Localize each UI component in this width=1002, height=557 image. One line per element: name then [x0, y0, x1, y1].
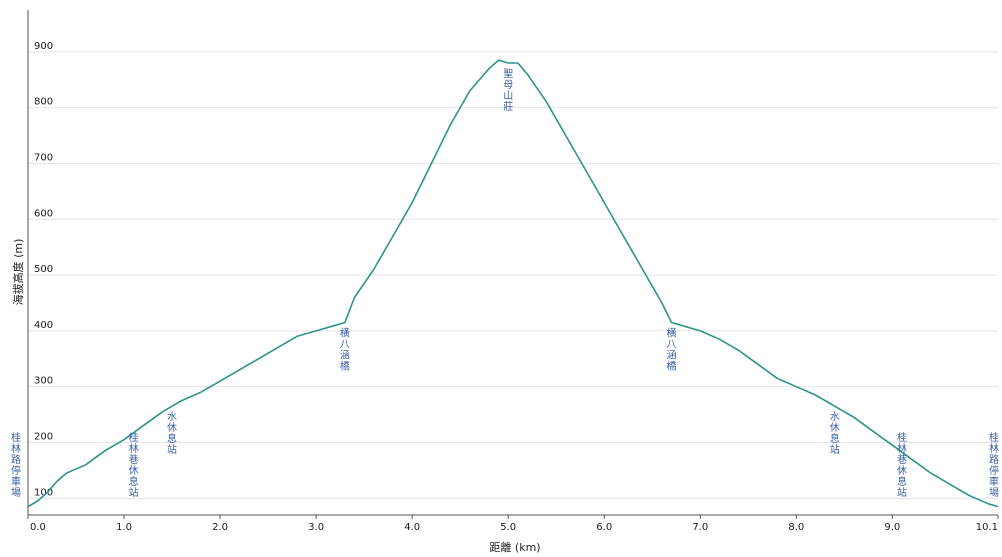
- waypoint-annotation: 水休息站: [167, 411, 177, 456]
- gridlines: [28, 51, 998, 499]
- y-tick-label: 300: [34, 376, 53, 387]
- x-tick-label: 7.0: [692, 522, 708, 533]
- waypoint-annotation: 橫八涵橋: [666, 326, 676, 372]
- waypoint-annotation: 桂林巷休息站: [129, 431, 139, 499]
- y-tick-label: 900: [34, 41, 53, 52]
- y-tick-label: 800: [34, 97, 53, 108]
- y-tick-label: 200: [34, 431, 53, 442]
- x-tick-label: 6.0: [596, 522, 612, 533]
- waypoint-annotation: 桂林路停車場: [989, 431, 999, 499]
- elevation-line: [27, 59, 999, 508]
- y-axis-label: 海拔高度 (m): [11, 239, 25, 306]
- y-tick-label: 400: [34, 320, 53, 331]
- y-tick-label: 100: [34, 487, 53, 498]
- x-tick-label: 9.0: [884, 522, 900, 533]
- waypoint-annotation: 橫八涵橋: [340, 326, 350, 372]
- y-tick-label: 600: [34, 208, 53, 219]
- x-axis-label: 距離 (km): [489, 540, 540, 554]
- waypoint-annotation: 桂林巷休息站: [897, 431, 907, 499]
- axes: [27, 10, 999, 519]
- y-tick-label: 500: [34, 264, 53, 275]
- x-tick-label: 10.1: [976, 522, 998, 533]
- elevation-series: [27, 59, 999, 508]
- waypoint-annotation: 水休息站: [830, 411, 840, 456]
- x-tick-label: 5.0: [500, 522, 516, 533]
- x-tick-label: 2.0: [212, 522, 228, 533]
- x-tick-label: 8.0: [788, 522, 804, 533]
- x-tick-label: 0.0: [30, 522, 46, 533]
- x-tick-labels: 0.0 1.0 2.0 3.0 4.0 5.0 6.0 7.0 8.0 9.0 10.1: [30, 522, 998, 533]
- waypoint-annotation: 桂林路停車場: [11, 431, 21, 499]
- x-tick-label: 1.0: [116, 522, 132, 533]
- x-tick-label: 4.0: [404, 522, 420, 533]
- y-tick-labels: 100 200 300 400 500 600 700 800 900: [34, 41, 53, 498]
- x-tick-label: 3.0: [308, 522, 324, 533]
- y-tick-label: 700: [34, 152, 53, 163]
- waypoint-annotation: 聖母山莊: [503, 68, 513, 113]
